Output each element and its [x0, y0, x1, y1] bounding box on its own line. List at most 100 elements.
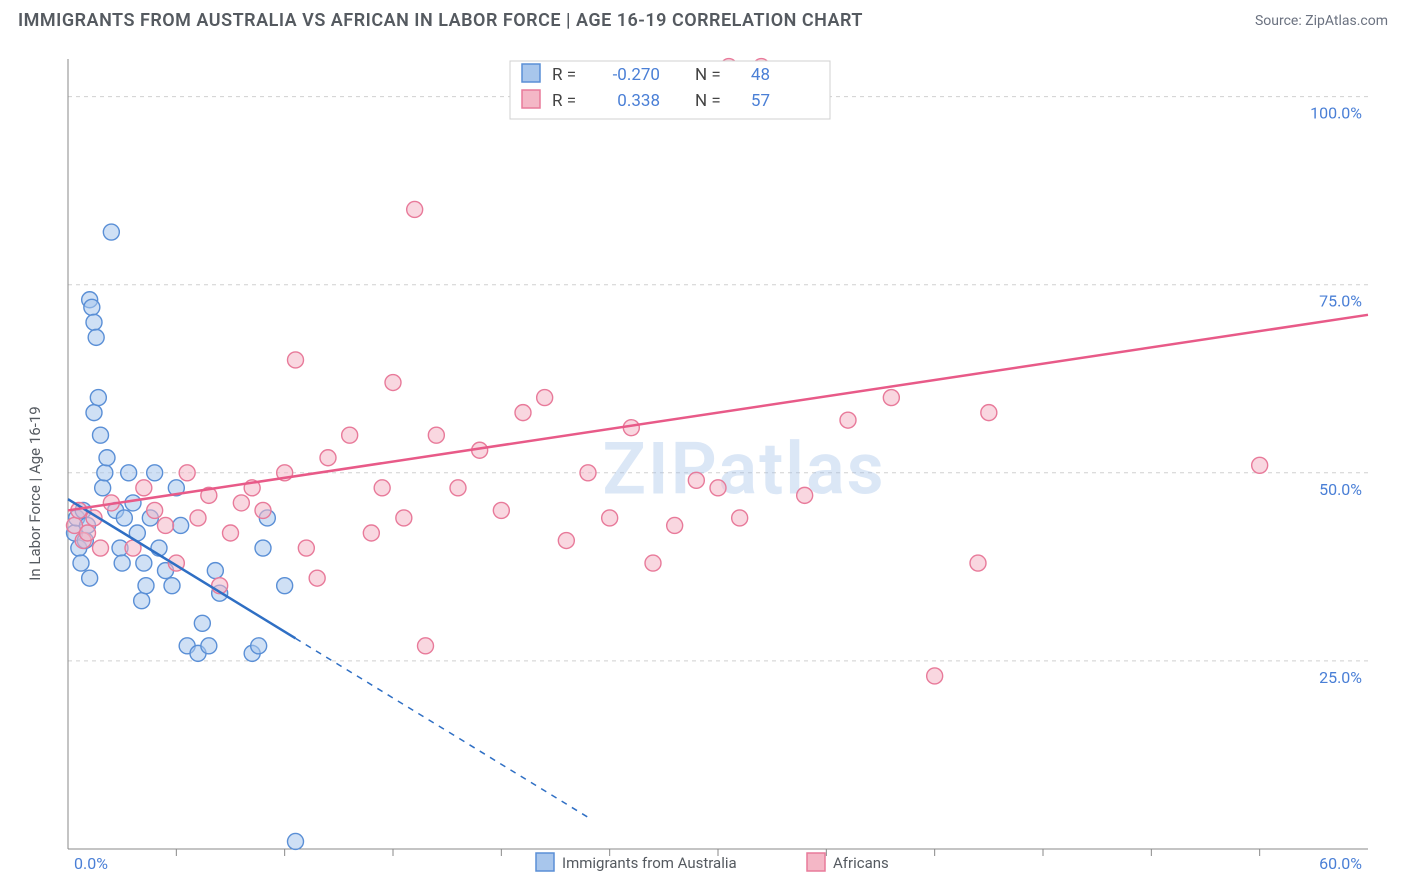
- data-point: [86, 405, 102, 421]
- data-point: [450, 480, 466, 496]
- data-point: [515, 405, 531, 421]
- data-point: [418, 638, 434, 654]
- data-point: [407, 201, 423, 217]
- chart-title: IMMIGRANTS FROM AUSTRALIA VS AFRICAN IN …: [18, 10, 863, 31]
- data-point: [125, 495, 141, 511]
- data-point: [201, 638, 217, 654]
- chart-header: IMMIGRANTS FROM AUSTRALIA VS AFRICAN IN …: [0, 0, 1406, 39]
- chart-svg: 25.0% 50.0% 75.0% 100.0% ZIPatlas In Labor Fo…: [18, 44, 1388, 874]
- data-point: [732, 510, 748, 526]
- data-point: [840, 412, 856, 428]
- legend-n-value: 48: [751, 65, 770, 85]
- data-point: [95, 480, 111, 496]
- data-point: [688, 472, 704, 488]
- legend-r-value: -0.270: [613, 65, 660, 85]
- data-point: [190, 510, 206, 526]
- source-attribution: Source: ZipAtlas.com: [1255, 13, 1388, 29]
- data-point: [927, 668, 943, 684]
- legend-r-label: R =: [552, 65, 576, 85]
- data-point: [255, 502, 271, 518]
- data-point: [981, 405, 997, 421]
- trend-line-dashed: [296, 638, 589, 817]
- legend-n-value: 57: [751, 91, 770, 111]
- data-point: [136, 555, 152, 571]
- data-point: [428, 427, 444, 443]
- data-point: [797, 487, 813, 503]
- data-point: [493, 502, 509, 518]
- data-point: [73, 555, 89, 571]
- data-point: [103, 224, 119, 240]
- source-name: ZipAtlas.com: [1305, 13, 1388, 29]
- y-tick-label: 25.0%: [1319, 668, 1362, 687]
- data-point: [207, 563, 223, 579]
- data-point: [179, 465, 195, 481]
- legend-r-value: 0.338: [617, 91, 660, 111]
- data-point: [114, 555, 130, 571]
- legend-swatch: [807, 853, 825, 871]
- legend-swatch: [522, 90, 540, 108]
- x-max-label: 60.0%: [1319, 854, 1362, 873]
- data-point: [883, 390, 899, 406]
- legend-swatch: [522, 64, 540, 82]
- legend-label: Immigrants from Australia: [562, 854, 737, 872]
- y-tick-label: 50.0%: [1319, 480, 1362, 499]
- data-point: [374, 480, 390, 496]
- data-point: [320, 450, 336, 466]
- data-point: [970, 555, 986, 571]
- data-point: [223, 525, 239, 541]
- legend-n-label: N =: [695, 91, 721, 111]
- x-min-label: 0.0%: [74, 854, 108, 873]
- data-point: [93, 427, 109, 443]
- data-point: [164, 578, 180, 594]
- data-point: [147, 502, 163, 518]
- data-point: [86, 314, 102, 330]
- data-point: [255, 540, 271, 556]
- data-point: [99, 450, 115, 466]
- data-point: [134, 593, 150, 609]
- data-point: [82, 570, 98, 586]
- data-point: [667, 517, 683, 533]
- source-prefix: Source:: [1255, 13, 1305, 29]
- data-point: [580, 465, 596, 481]
- data-point: [138, 578, 154, 594]
- data-point: [645, 555, 661, 571]
- data-point: [90, 390, 106, 406]
- legend-swatch: [536, 853, 554, 871]
- data-point: [710, 480, 726, 496]
- data-point: [277, 578, 293, 594]
- data-point: [251, 638, 267, 654]
- legend-label: Africans: [833, 854, 889, 872]
- data-point: [88, 329, 104, 345]
- data-point: [602, 510, 618, 526]
- scatter-chart: 25.0% 50.0% 75.0% 100.0% ZIPatlas In Labor Fo…: [18, 44, 1388, 874]
- data-point: [194, 615, 210, 631]
- data-point: [385, 375, 401, 391]
- data-point: [537, 390, 553, 406]
- legend-n-label: N =: [695, 65, 721, 85]
- data-point: [84, 299, 100, 315]
- data-point: [80, 525, 96, 541]
- data-point: [288, 833, 304, 849]
- data-point: [158, 517, 174, 533]
- data-point: [173, 517, 189, 533]
- data-point: [342, 427, 358, 443]
- y-tick-label: 75.0%: [1319, 292, 1362, 311]
- data-point: [136, 480, 152, 496]
- data-point: [93, 540, 109, 556]
- data-point: [309, 570, 325, 586]
- data-point: [396, 510, 412, 526]
- data-point: [1252, 457, 1268, 473]
- data-point: [116, 510, 132, 526]
- y-axis-label: In Labor Force | Age 16-19: [26, 406, 44, 580]
- data-point: [147, 465, 163, 481]
- data-point: [288, 352, 304, 368]
- data-point: [363, 525, 379, 541]
- data-point: [298, 540, 314, 556]
- y-tick-label: 100.0%: [1310, 104, 1362, 123]
- watermark: ZIPatlas: [602, 427, 885, 512]
- data-point: [97, 465, 113, 481]
- legend-r-label: R =: [552, 91, 576, 111]
- data-point: [121, 465, 137, 481]
- data-point: [233, 495, 249, 511]
- data-point: [558, 533, 574, 549]
